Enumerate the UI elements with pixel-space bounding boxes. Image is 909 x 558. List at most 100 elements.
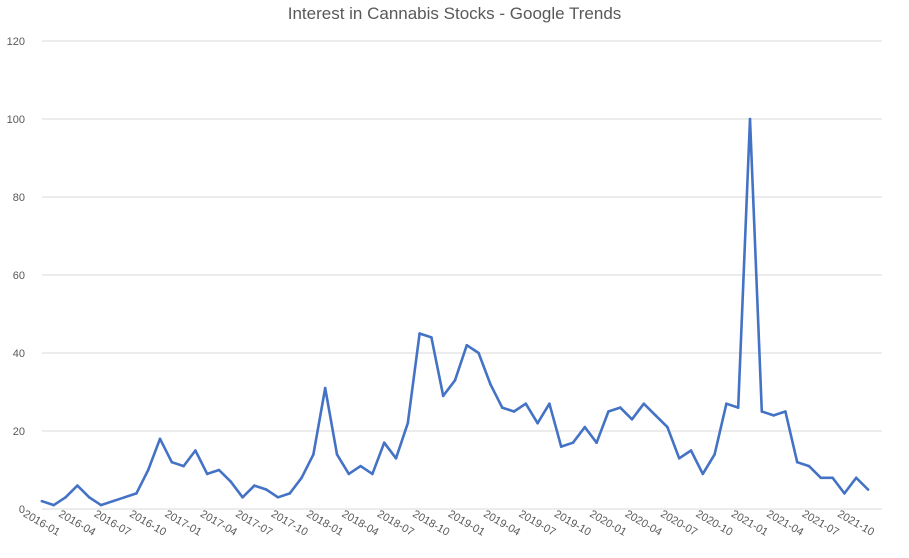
data-point	[241, 496, 244, 499]
data-point	[843, 492, 846, 495]
data-point	[713, 453, 716, 456]
data-point	[123, 496, 126, 499]
x-tick-label: 2021-10	[835, 508, 876, 539]
data-point	[524, 402, 528, 406]
x-tick-label: 2018-07	[375, 508, 416, 539]
y-tick-label: 60	[13, 270, 25, 282]
data-point	[571, 441, 575, 445]
y-tick-label: 100	[7, 114, 25, 126]
y-tick-label: 20	[13, 426, 25, 438]
data-point	[52, 503, 56, 507]
data-point	[559, 445, 563, 448]
data-point	[807, 464, 811, 468]
data-point	[406, 421, 410, 425]
data-point	[736, 406, 740, 409]
data-point	[300, 476, 303, 480]
data-point	[64, 496, 67, 499]
data-point	[158, 437, 162, 441]
data-point	[607, 410, 610, 413]
x-tick-label: 2017-01	[163, 508, 204, 539]
chart-title: Interest in Cannabis Stocks - Google Tre…	[287, 4, 622, 23]
x-tick-label: 2020-01	[587, 508, 628, 539]
data-point	[371, 472, 374, 476]
x-tick-label: 2018-04	[340, 508, 381, 539]
data-point	[725, 402, 728, 406]
x-tick-label: 2021-07	[800, 508, 841, 539]
data-point	[359, 464, 362, 468]
x-tick-label: 2021-04	[764, 508, 805, 539]
data-point	[170, 460, 174, 464]
data-point	[666, 425, 669, 429]
x-tick-label: 2019-07	[517, 508, 558, 539]
data-point	[146, 468, 150, 472]
x-tick-label: 2019-04	[481, 508, 522, 539]
data-point	[831, 476, 834, 480]
data-point	[217, 468, 221, 472]
data-point	[229, 480, 233, 484]
data-point	[418, 332, 421, 335]
data-point	[630, 418, 634, 421]
data-point	[677, 457, 681, 460]
data-point	[430, 336, 433, 339]
series-line	[40, 117, 870, 507]
x-tick-label: 2018-10	[410, 508, 451, 539]
data-point	[40, 499, 44, 503]
data-point	[654, 414, 657, 417]
series-layer	[40, 117, 870, 507]
data-point	[748, 117, 752, 121]
x-tick-label: 2016-01	[21, 508, 62, 539]
data-point	[819, 476, 823, 480]
data-point	[595, 441, 598, 445]
data-point	[194, 449, 197, 452]
data-point	[477, 351, 480, 355]
data-point	[288, 492, 292, 495]
data-point	[772, 414, 775, 417]
y-tick-label: 40	[13, 348, 25, 360]
data-point	[323, 386, 327, 390]
x-tick-label: 2016-04	[56, 508, 97, 539]
data-point	[536, 421, 539, 425]
x-tick-label: 2018-01	[304, 508, 345, 539]
x-tick-label: 2017-10	[269, 508, 310, 539]
data-point	[276, 496, 280, 499]
y-tick-label: 80	[13, 192, 25, 204]
x-axis-tick-labels: 2016-012016-042016-072016-102017-012017-…	[21, 508, 876, 539]
data-point	[135, 492, 138, 495]
grid-lines	[42, 40, 882, 510]
data-point	[205, 472, 209, 476]
data-point	[512, 410, 516, 413]
x-tick-label: 2020-10	[694, 508, 735, 539]
data-point	[453, 379, 457, 382]
y-tick-label: 120	[7, 36, 25, 48]
data-point	[618, 406, 622, 409]
data-point	[689, 449, 693, 452]
x-tick-label: 2017-07	[233, 508, 274, 539]
data-point	[548, 402, 551, 406]
x-tick-label: 2019-01	[446, 508, 487, 539]
data-point	[87, 496, 91, 499]
data-point	[347, 472, 351, 476]
x-tick-label: 2017-04	[198, 508, 239, 539]
data-point	[500, 406, 504, 409]
data-point	[99, 503, 103, 507]
data-point	[854, 476, 858, 480]
data-point	[182, 464, 185, 468]
data-point	[760, 410, 764, 413]
data-point	[441, 394, 445, 398]
data-point	[111, 499, 115, 503]
data-point	[382, 441, 386, 445]
y-axis-tick-labels: 0 20 40 60 80 100 120	[7, 36, 25, 516]
x-tick-label: 2021-01	[729, 508, 770, 539]
x-tick-label: 2019-10	[552, 508, 593, 539]
data-point	[701, 472, 705, 476]
x-tick-label: 2016-10	[127, 508, 168, 539]
data-point	[642, 402, 646, 406]
x-tick-label: 2020-07	[658, 508, 699, 539]
data-point	[583, 425, 587, 429]
data-point	[489, 382, 492, 386]
data-point	[465, 343, 469, 347]
x-tick-label: 2016-07	[92, 508, 133, 539]
data-point	[784, 410, 787, 413]
